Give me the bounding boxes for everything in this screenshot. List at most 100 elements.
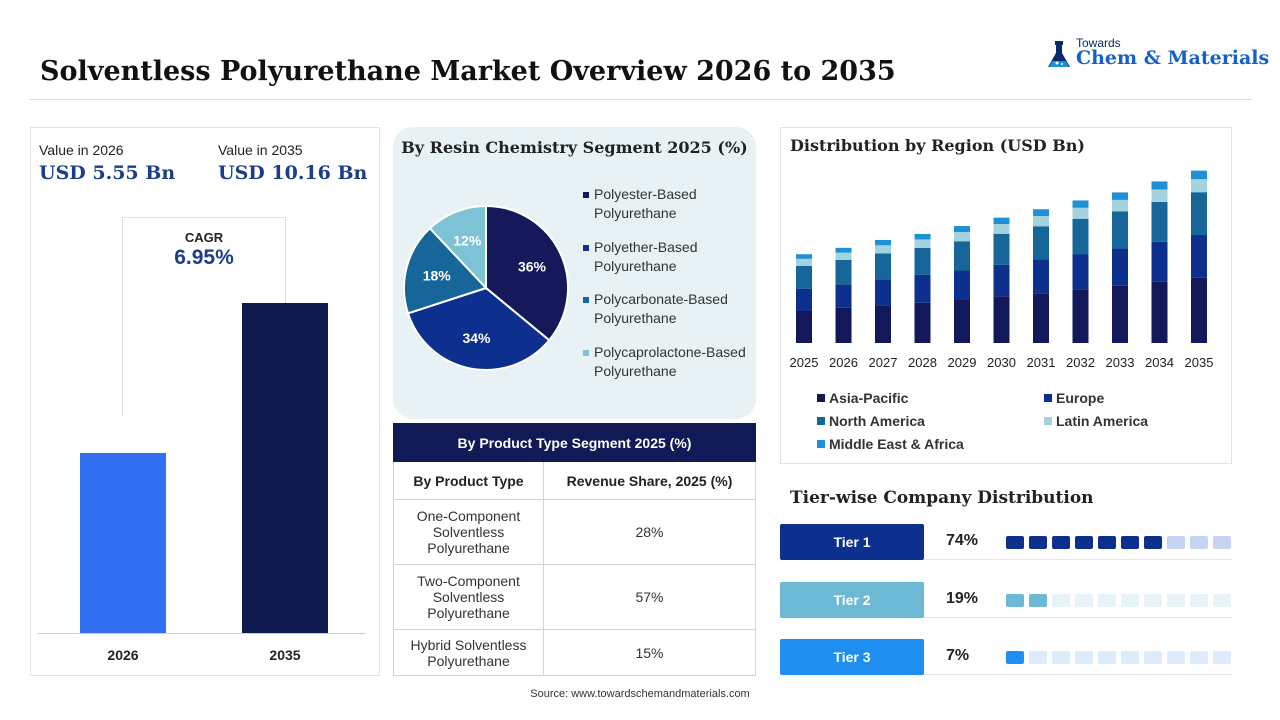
pie-chart-title: By Resin Chemistry Segment 2025 (%) [401,138,748,157]
tier-dot [1167,594,1185,607]
region-bar-segment [875,305,891,343]
source-note: Source: www.towardschemandmaterials.com [530,688,750,700]
table-cell-share: 28% [543,498,756,566]
region-bar-segment [1112,211,1128,249]
flask-icon [1048,41,1070,67]
region-bar-segment [796,288,812,311]
tier-divider [924,617,1232,618]
table-caption: By Product Type Segment 2025 (%) [393,423,756,462]
pie-legend-label: Polycarbonate-Based Polyurethane [594,291,728,326]
pie-slice-label: 36% [518,258,547,274]
region-bar-segment [796,310,812,343]
pie-slice-label: 34% [462,330,491,346]
tier-divider [924,674,1232,675]
tier-dot [1098,594,1116,607]
region-legend-label: Asia-Pacific [829,390,909,406]
region-bar-segment [1072,207,1089,219]
pie-legend-swatch [583,245,589,251]
region-bar-segment [1151,241,1168,282]
table-row: Two-Component Solventless Polyurethane 5… [393,564,756,631]
bar-chart-baseline [38,633,366,634]
table-cell-share: 57% [543,564,756,631]
tier-dot [1121,651,1139,664]
pie-slice [428,204,487,291]
region-bar-segment [1112,285,1128,343]
tier-dot [1167,651,1185,664]
region-bar-segment [1033,226,1049,260]
region-bar-segment [796,258,812,266]
title-divider [30,99,1252,100]
region-bar-segment [1151,189,1168,202]
bar-label-2035: 2035 [269,647,301,663]
tier-dot [1029,651,1047,664]
region-bar-segment [835,259,852,285]
region-bar-segment [835,252,852,260]
cagr-value: 6.95% [174,246,234,269]
tier-dot [1213,594,1231,607]
tier-dot [1190,536,1208,549]
pie-legend-swatch [583,297,589,303]
region-bar-segment [1033,215,1049,227]
region-bar-segment [993,296,1010,343]
table-cell-share: 15% [543,629,756,676]
tier-dot [1121,594,1139,607]
pie-slice [406,286,551,371]
tier-dot [1213,651,1231,664]
region-bar-segment [1191,235,1207,278]
tier-dot [1121,536,1139,549]
region-bar-segment [1151,281,1168,343]
pie-legend-label: Polycaprolactone-Based Polyurethane [594,344,746,379]
region-bar-segment [1191,170,1207,180]
region-bar-segment [954,226,970,233]
region-bar-segment [796,254,812,259]
region-bar-segment [954,232,970,242]
tier-dot [1075,594,1093,607]
pie-legend-label: Polyester-Based Polyurethane [594,186,697,221]
tier-dot [1006,536,1024,549]
region-x-tick-label: 2035 [1185,355,1214,370]
region-bar-segment [1033,209,1049,216]
region-x-tick-label: 2031 [1027,355,1056,370]
cagr-label: CAGR [184,230,224,245]
region-legend-label: Middle East & Africa [829,436,964,452]
region-bar-segment [1191,192,1207,236]
region-bar-segment [1072,254,1089,290]
region-bar-segment [993,224,1010,234]
tier-percentage: 74% [946,532,979,549]
region-bar-segment [835,247,852,253]
region-chart-title: Distribution by Region (USD Bn) [790,136,1085,155]
region-legend-swatch [817,417,825,425]
tier-percentage: 19% [946,590,979,607]
region-bar-segment [1191,277,1207,343]
region-x-tick-label: 2034 [1145,355,1174,370]
region-bar-segment [993,264,1010,297]
region-bar-segment [835,284,852,308]
region-bar-segment [1112,248,1128,286]
region-bar-segment [875,279,891,306]
table-header-product-type: By Product Type [393,461,544,500]
tier-label: Tier 2 [780,582,924,618]
tier-section-title: Tier-wise Company Distribution [790,488,1094,508]
region-x-tick-label: 2025 [790,355,819,370]
region-bar-segment [993,217,1010,225]
table-row: Hybrid Solventless Polyurethane 15% [393,629,756,676]
tier-dot [1190,651,1208,664]
page-title: Solventless Polyurethane Market Overview… [40,56,896,87]
resin-pie-chart: 36% 34% 18% 12% [403,204,569,371]
tier-dot [1075,651,1093,664]
region-bar-segment [954,299,970,343]
tier-dot [1098,651,1116,664]
tier-dot [1052,651,1070,664]
table-cell-product: One-Component Solventless Polyurethane [393,498,544,566]
tier-dot [1075,536,1093,549]
region-legend-label: North America [829,413,925,429]
region-bar-segment [1112,199,1128,212]
region-legend-swatch [817,440,825,448]
tier-dot [1029,536,1047,549]
region-x-tick-label: 2029 [948,355,977,370]
tier-dot [1006,651,1024,664]
table-cell-product: Two-Component Solventless Polyurethane [393,564,544,631]
tier-dot [1052,594,1070,607]
region-bar-segment [914,302,931,343]
tier-dot [1144,651,1162,664]
